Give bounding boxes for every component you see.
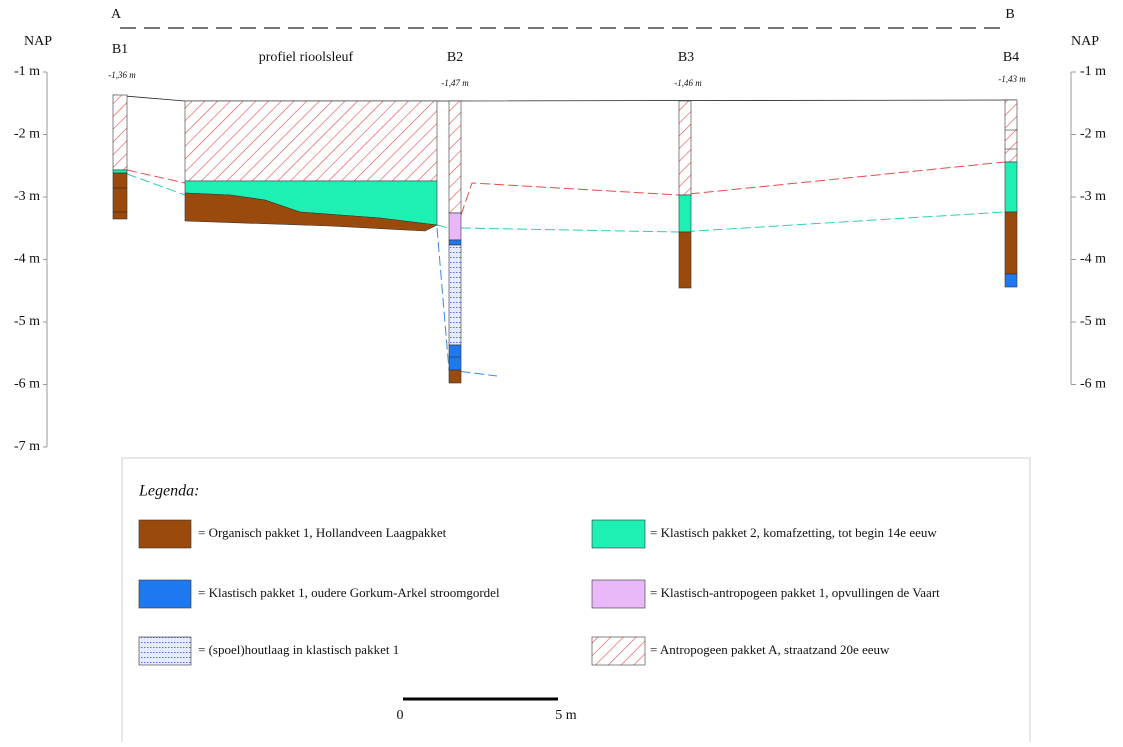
section-end: B — [1005, 7, 1014, 22]
legend-swatch — [592, 520, 645, 548]
surface-line — [113, 95, 1017, 101]
scale-start: 0 — [397, 708, 404, 723]
legend-swatch — [139, 580, 191, 608]
borehole-name: B3 — [678, 50, 694, 65]
layer-organic — [1005, 212, 1017, 274]
layer-clastic-2 — [113, 170, 127, 173]
cyan-line — [437, 225, 449, 228]
axis-label: -4 m — [14, 252, 40, 267]
layer-clastic-1 — [449, 345, 461, 370]
depth-axes: -1 m -2 m -3 m -4 m -5 m -6 m -7 m -1 m -2 m -3 m… — [14, 64, 1106, 454]
legend-swatch — [592, 637, 645, 665]
page: {"header": {"left": "A", "right": "B"}, … — [0, 0, 1123, 742]
legend-item: = Klastisch pakket 1, oudere Gorkum-Arke… — [198, 585, 500, 600]
layer-anthropogenic — [1005, 100, 1017, 162]
axis-label: -2 m — [1080, 127, 1106, 142]
borehole-b4 — [1005, 100, 1017, 287]
profile-diagram: A B NAP NAP -1 m -2 m -3 m -4 m -5 m -6 m -7 m… — [0, 0, 1123, 742]
legend-item: = Klastisch pakket 2, komafzetting, tot … — [650, 525, 937, 540]
axis-label: -1 m — [1080, 64, 1106, 79]
cyan-line — [127, 174, 185, 195]
legend-box — [122, 458, 1030, 742]
layer-anthropogenic — [113, 95, 127, 170]
borehole-b3 — [679, 101, 691, 288]
legend-title: Legenda: — [138, 483, 199, 500]
borehole-level: -1,47 m — [441, 78, 469, 88]
legend-item: = (spoel)houtlaag in klastisch pakket 1 — [198, 642, 399, 657]
borehole-b2 — [449, 101, 461, 383]
red-line — [461, 162, 1005, 215]
layer-clastic-2 — [1005, 162, 1017, 212]
legend-swatch — [139, 637, 191, 665]
scale-end: 5 m — [555, 708, 577, 723]
axis-label: -2 m — [14, 127, 40, 142]
axis-label: -4 m — [1080, 252, 1106, 267]
axis-label: -1 m — [14, 64, 40, 79]
borehole-level: -1,43 m — [998, 74, 1026, 84]
layer-clastic-2 — [679, 195, 691, 232]
axis-label: -5 m — [14, 314, 40, 329]
legend-item: = Antropogeen pakket A, straatzand 20e e… — [650, 642, 890, 657]
legend-swatch — [139, 520, 191, 548]
axis-label: -5 m — [1080, 314, 1106, 329]
layer-anthropogenic — [679, 101, 691, 195]
layer-wood — [449, 245, 461, 345]
borehole-name: B1 — [112, 42, 128, 57]
axis-label: -3 m — [1080, 189, 1106, 204]
borehole-name: B2 — [447, 50, 463, 65]
axis-title-left: NAP — [24, 34, 52, 49]
layer-clastic-1 — [1005, 274, 1017, 287]
borehole-level: -1,46 m — [674, 78, 702, 88]
borehole-name: B4 — [1003, 50, 1019, 65]
trench-label: profiel rioolsleuf — [259, 50, 354, 65]
legend: Legenda: = Organisch pakket 1, Hollandve… — [122, 458, 1030, 742]
layer-anthropogenic — [449, 101, 461, 213]
axis-label: -6 m — [14, 377, 40, 392]
legend-item: = Klastisch-antropogeen pakket 1, opvull… — [650, 585, 940, 600]
legend-item: = Organisch pakket 1, Hollandveen Laagpa… — [198, 525, 447, 540]
borehole-level: -1,36 m — [108, 70, 136, 80]
layer-clastic-anthropogenic — [449, 213, 461, 240]
cyan-line — [461, 212, 1005, 232]
layer-anthropogenic — [185, 101, 437, 181]
layer-organic — [449, 370, 461, 383]
axis-label: -6 m — [1080, 377, 1106, 392]
legend-swatch — [592, 580, 645, 608]
axis-label: -3 m — [14, 189, 40, 204]
axis-label: -7 m — [14, 439, 40, 454]
axis-title-right: NAP — [1071, 34, 1099, 49]
layer-organic — [679, 232, 691, 288]
borehole-b1 — [113, 95, 127, 219]
layer-clastic-1 — [449, 240, 461, 245]
blue-line — [437, 228, 497, 376]
trench — [185, 101, 437, 231]
section-start: A — [111, 7, 122, 22]
red-line — [127, 170, 185, 183]
